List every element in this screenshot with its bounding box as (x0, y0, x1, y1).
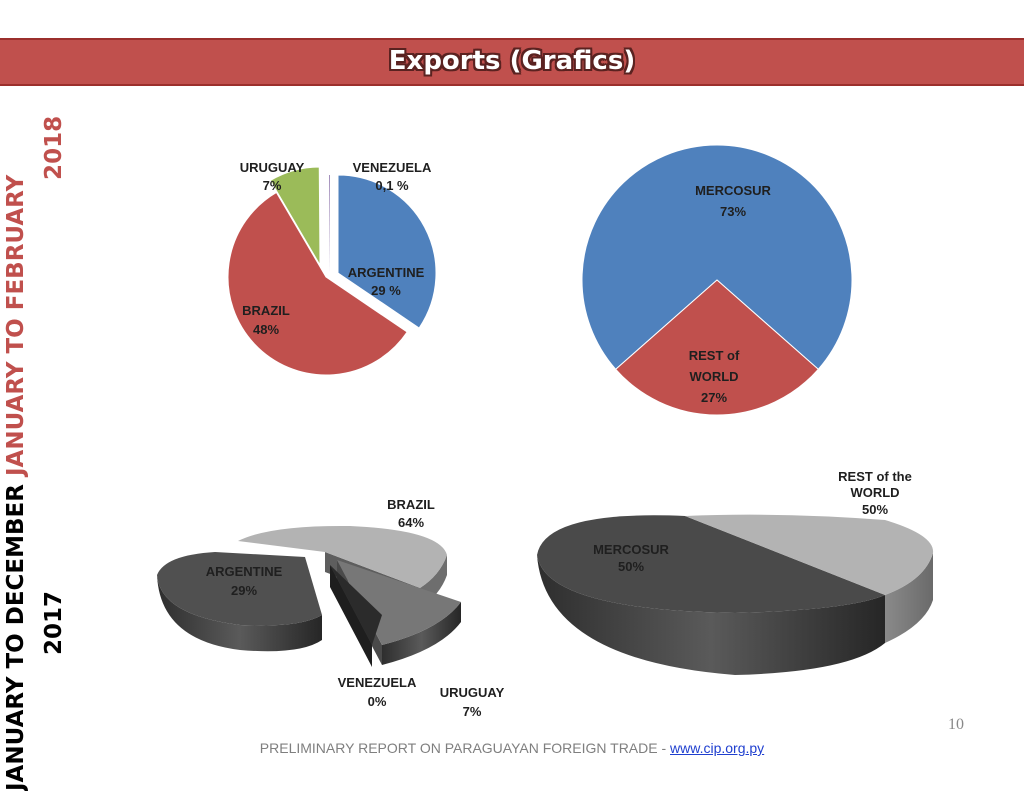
label-uruguay-name: URUGUAY (240, 160, 305, 175)
slice-uruguay-outer (382, 602, 461, 665)
slice-argentine-top (157, 552, 322, 626)
label-argentine-value: 29 % (371, 283, 401, 298)
label-2017-venezuela-value: 0% (368, 694, 387, 709)
label-2017-mercosur-value: 50% (618, 559, 644, 574)
label-rest-value: 27% (701, 390, 727, 405)
label-uruguay-value: 7% (263, 178, 282, 193)
title-banner: Exports (Grafics) (0, 38, 1024, 86)
label-2017-venezuela-name: VENEZUELA (338, 675, 417, 690)
slice-venezuela-side (330, 565, 372, 667)
label-2017-argentine-name: ARGENTINE (206, 564, 283, 579)
chart-2018-countries: URUGUAY 7% VENEZUELA 0,1 % ARGENTINE 29 … (227, 160, 437, 376)
charts-canvas: URUGUAY 7% VENEZUELA 0,1 % ARGENTINE 29 … (157, 144, 934, 719)
slice-brazil-top (238, 525, 447, 588)
label-rest-name2: WORLD (689, 369, 738, 384)
label-2017-rest-name2: WORLD (850, 485, 899, 500)
label-2017-uruguay-name: URUGUAY (440, 685, 505, 700)
label-2017-rest-name1: REST of the (838, 469, 912, 484)
label-2017-argentine-value: 29% (231, 583, 257, 598)
slice-2017-rest-side (885, 553, 933, 643)
label-mercosur-name: MERCOSUR (695, 183, 771, 198)
slice-venezuela (329, 175, 330, 273)
slice-uruguay (269, 166, 321, 267)
slice-brazil (227, 191, 408, 376)
slice-uruguay-top (337, 560, 461, 645)
slice-2017-mercosur-top (537, 515, 885, 613)
label-2017-brazil-value: 64% (398, 515, 424, 530)
chart-2017-blocs: MERCOSUR 50% REST of the WORLD 50% (537, 469, 934, 675)
label-venezuela-value: 0,1 % (375, 178, 409, 193)
chart-2018-blocs: MERCOSUR 73% REST of WORLD 27% (581, 144, 853, 416)
label-mercosur-value: 73% (720, 204, 746, 219)
label-2017-uruguay-value: 7% (463, 704, 482, 719)
footer-link[interactable]: www.cip.org.py (670, 740, 765, 756)
label-brazil-name: BRAZIL (242, 303, 290, 318)
slice-mercosur (581, 144, 853, 370)
slice-2017-mercosur-side (537, 555, 885, 675)
chart-2017-countries: BRAZIL 64% ARGENTINE 29% VENEZUELA 0% UR… (157, 497, 505, 719)
label-brazil-value: 48% (253, 322, 279, 337)
label-rest-name1: REST of (689, 348, 740, 363)
label-2017-mercosur-name: MERCOSUR (593, 542, 669, 557)
slice-venezuela-top (330, 565, 382, 645)
slice-rest-of-world (615, 279, 819, 416)
slice-2017-rest-top (685, 514, 934, 595)
page-title: Exports (Grafics) (388, 46, 636, 76)
label-2017-brazil-name: BRAZIL (387, 497, 435, 512)
label-venezuela-name: VENEZUELA (353, 160, 432, 175)
label-2017-rest-value: 50% (862, 502, 888, 517)
slice-argentine-side (157, 575, 322, 652)
label-argentine-name: ARGENTINE (348, 265, 425, 280)
page-number: 10 (948, 716, 964, 733)
slice-argentine (337, 174, 437, 329)
footer: PRELIMINARY REPORT ON PARAGUAYAN FOREIGN… (0, 740, 1024, 756)
footer-text: PRELIMINARY REPORT ON PARAGUAYAN FOREIGN… (259, 740, 671, 756)
